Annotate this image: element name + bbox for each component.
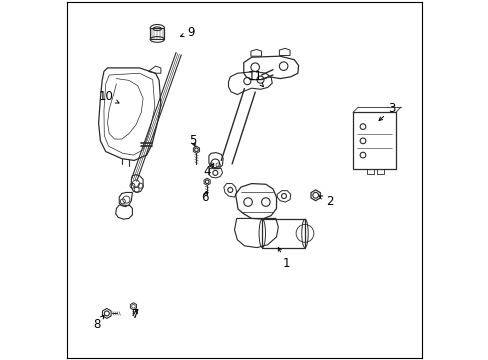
Bar — [262, 219, 305, 248]
Text: 3: 3 — [378, 102, 395, 121]
Text: 1: 1 — [278, 247, 290, 270]
Text: 7: 7 — [132, 308, 140, 321]
Bar — [352, 112, 395, 169]
Text: 5: 5 — [189, 134, 196, 147]
Text: 10: 10 — [98, 90, 119, 103]
Bar — [150, 28, 164, 40]
Text: 11: 11 — [247, 70, 263, 87]
Text: 6: 6 — [201, 190, 209, 204]
Text: 4: 4 — [203, 164, 213, 177]
Text: 2: 2 — [319, 195, 333, 208]
Text: 9: 9 — [180, 26, 195, 39]
Text: 8: 8 — [93, 315, 104, 330]
